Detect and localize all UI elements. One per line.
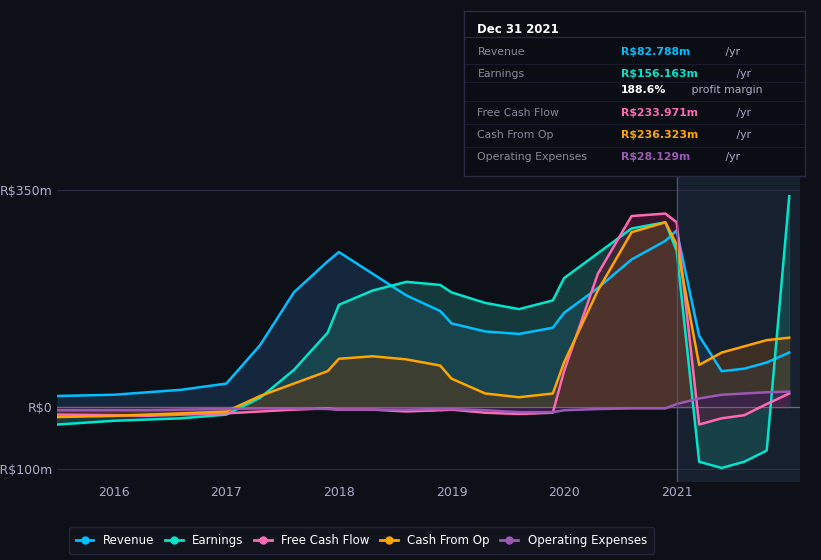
Bar [677,165,800,482]
Legend: Revenue, Earnings, Free Cash Flow, Cash From Op, Operating Expenses: Revenue, Earnings, Free Cash Flow, Cash … [69,527,654,554]
Text: R$236.323m: R$236.323m [621,130,698,140]
Text: /yr: /yr [722,152,740,162]
Text: R$156.163m: R$156.163m [621,69,698,79]
Text: profit margin: profit margin [688,86,763,96]
Text: Operating Expenses: Operating Expenses [478,152,588,162]
Text: Revenue: Revenue [478,46,525,57]
Text: 188.6%: 188.6% [621,86,666,96]
Text: /yr: /yr [733,130,751,140]
Text: /yr: /yr [722,46,740,57]
Text: /yr: /yr [733,108,751,118]
Text: Cash From Op: Cash From Op [478,130,554,140]
Text: R$28.129m: R$28.129m [621,152,690,162]
Text: Dec 31 2021: Dec 31 2021 [478,23,559,36]
Text: Free Cash Flow: Free Cash Flow [478,108,559,118]
Text: R$82.788m: R$82.788m [621,46,690,57]
Text: Earnings: Earnings [478,69,525,79]
Text: R$233.971m: R$233.971m [621,108,698,118]
Text: /yr: /yr [733,69,751,79]
